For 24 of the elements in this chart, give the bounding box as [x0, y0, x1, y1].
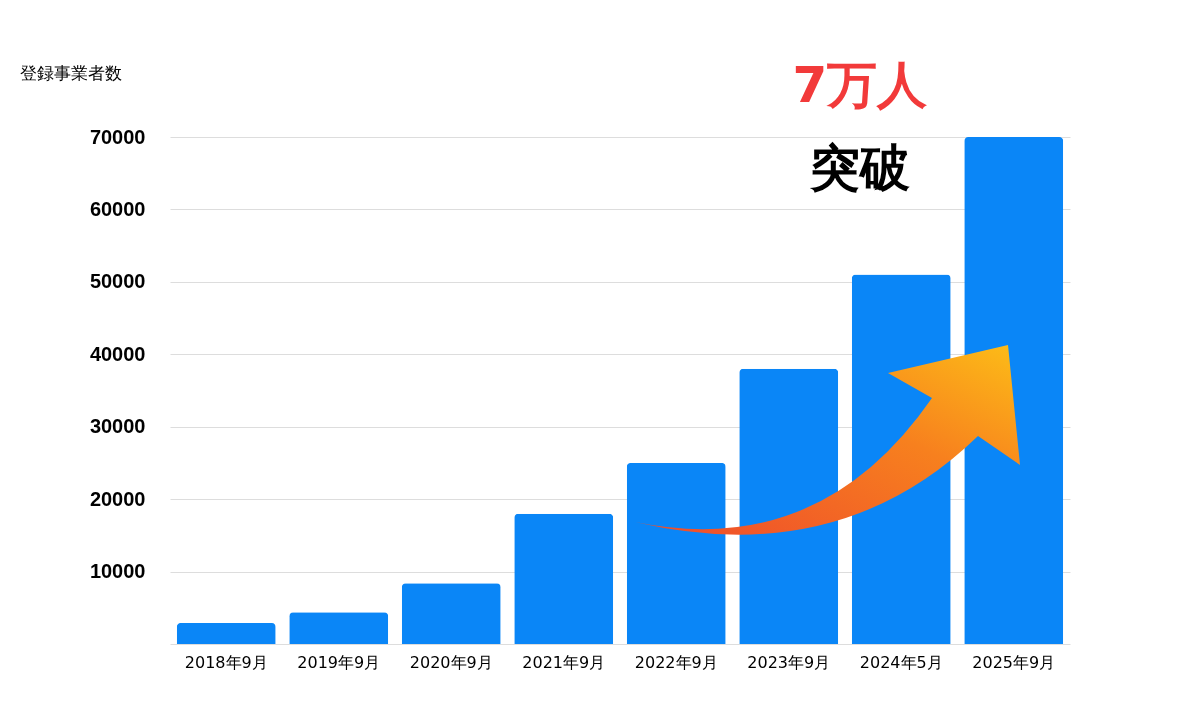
x-tick-label: 2019年9月: [297, 652, 381, 672]
x-tick-label: 2018年9月: [184, 652, 268, 672]
y-axis-title: 登録事業者数: [19, 62, 122, 83]
y-tick-label: 40000: [89, 342, 146, 365]
y-tick-label: 30000: [89, 415, 146, 438]
x-tick-label: 2024年5月: [859, 652, 943, 672]
y-tick-label: 20000: [89, 487, 146, 510]
bar: [401, 583, 501, 644]
bar: [626, 462, 726, 644]
x-tick-label: 2023年9月: [747, 652, 831, 672]
bar: [289, 612, 389, 644]
x-tick-label: 2020年9月: [409, 652, 493, 672]
bar: [514, 513, 614, 644]
x-tick-label: 2021年9月: [522, 652, 606, 672]
y-tick-label: 60000: [89, 197, 146, 220]
y-tick-label: 50000: [89, 270, 146, 293]
text: 7万人: [792, 55, 928, 116]
annotation: 突破: [810, 138, 910, 199]
y-tick-label: 10000: [89, 560, 146, 583]
x-tick-label: 2025年9月: [972, 652, 1056, 672]
y-tick-label: 70000: [89, 125, 146, 148]
bar: [739, 368, 839, 644]
bar: [176, 623, 276, 644]
x-tick-label: 2022年9月: [634, 652, 718, 672]
